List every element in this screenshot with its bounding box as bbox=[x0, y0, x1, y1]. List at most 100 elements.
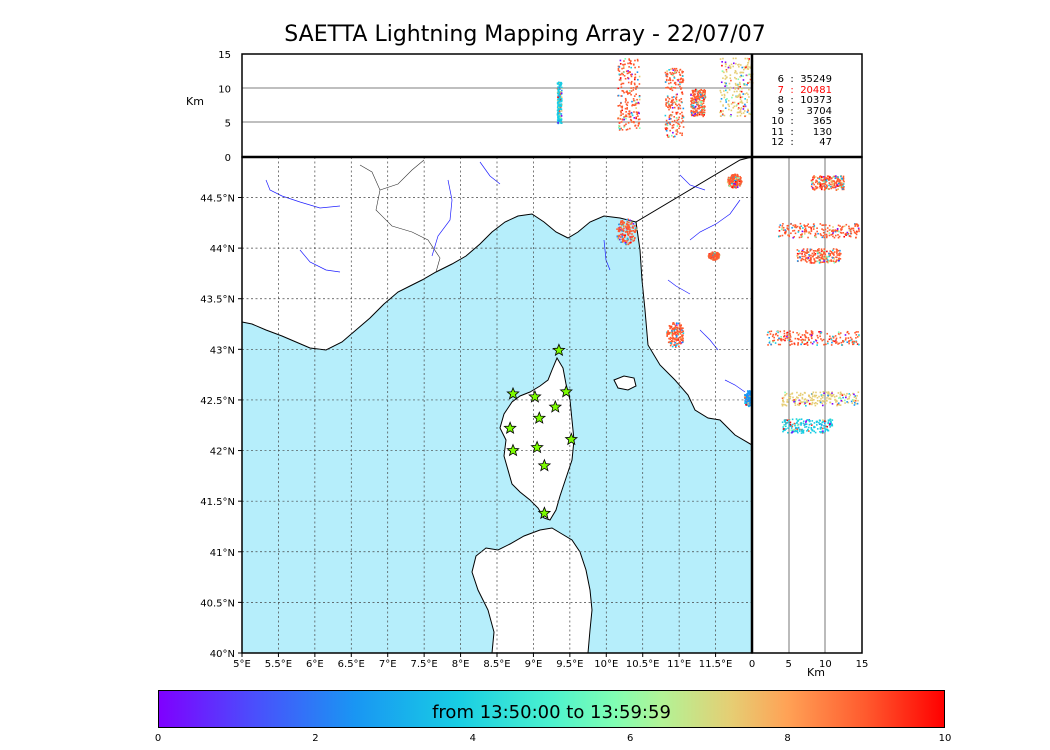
latitude-source-point bbox=[769, 333, 772, 335]
map-source-point bbox=[669, 344, 672, 347]
latitude-source-point bbox=[824, 224, 827, 226]
count-row: 12:47 bbox=[762, 137, 832, 149]
altitude-source-point bbox=[633, 95, 636, 97]
latitude-source-point bbox=[813, 398, 815, 401]
latitude-source-point bbox=[820, 252, 823, 255]
count-count: 10373 bbox=[800, 95, 832, 106]
latitude-source-point bbox=[835, 259, 838, 262]
latitude-source-point bbox=[838, 253, 841, 255]
altitude-source-point bbox=[630, 111, 633, 114]
altitude-source-point bbox=[744, 93, 746, 95]
altitude-source-point bbox=[743, 105, 746, 108]
latitude-source-point bbox=[824, 228, 827, 231]
latitude-source-point bbox=[835, 339, 837, 341]
latitude-source-point bbox=[837, 333, 840, 335]
map-source-point bbox=[672, 322, 674, 324]
altitude-source-point bbox=[634, 77, 636, 79]
latitude-source-point bbox=[831, 341, 833, 344]
altitude-source-point bbox=[667, 106, 669, 108]
latitude-source-point bbox=[822, 229, 825, 231]
latitude-source-point bbox=[803, 398, 806, 401]
altitude-source-point bbox=[745, 74, 748, 77]
altitude-source-point bbox=[746, 83, 748, 86]
altitude-source-point bbox=[671, 89, 674, 92]
count-hour: 12 bbox=[771, 137, 784, 148]
altitude-source-point bbox=[692, 89, 695, 92]
latitude-source-point bbox=[838, 252, 841, 254]
altitude-source-point bbox=[634, 73, 637, 76]
count-sep: : bbox=[790, 95, 794, 106]
altitude-source-point bbox=[748, 88, 750, 91]
altitude-source-point bbox=[557, 107, 559, 110]
map-source-point bbox=[680, 324, 682, 327]
altitude-source-point bbox=[734, 70, 737, 72]
latitude-source-point bbox=[809, 396, 812, 399]
altitude-source-point bbox=[558, 100, 561, 103]
latitude-source-point bbox=[784, 229, 787, 231]
altitude-source-point bbox=[703, 111, 705, 114]
altitude-source-point bbox=[632, 64, 635, 66]
map-source-point bbox=[729, 180, 732, 182]
sardinia-island bbox=[471, 527, 593, 653]
latitude-source-point bbox=[817, 252, 819, 255]
latitude-source-point bbox=[780, 335, 782, 338]
latitude-source-point bbox=[814, 339, 817, 341]
altitude-source-point bbox=[746, 64, 749, 66]
latitude-source-point bbox=[841, 184, 843, 186]
latitude-source-point bbox=[817, 182, 820, 184]
latitude-source-point bbox=[772, 333, 775, 336]
latitude-source-point bbox=[801, 396, 804, 399]
latitude-source-point bbox=[806, 224, 809, 227]
altitude-source-point bbox=[682, 78, 684, 80]
latitude-source-point bbox=[829, 252, 832, 255]
altitude-source-point bbox=[669, 71, 671, 74]
altitude-source-point bbox=[676, 104, 678, 107]
latitude-source-point bbox=[811, 186, 814, 189]
altitude-source-point bbox=[634, 99, 636, 102]
latitude-source-point bbox=[833, 236, 836, 239]
map-source-point bbox=[672, 328, 675, 331]
altitude-source-point bbox=[747, 82, 749, 84]
latitude-source-point bbox=[787, 427, 789, 429]
altitude-longitude-panel bbox=[242, 54, 754, 157]
map-source-point bbox=[618, 234, 621, 237]
altitude-source-point bbox=[696, 103, 698, 106]
latitude-source-point bbox=[839, 391, 842, 394]
latitude-source-point bbox=[853, 340, 856, 343]
latitude-source-point bbox=[811, 420, 814, 422]
altitude-source-point bbox=[703, 89, 706, 91]
latitude-source-point bbox=[768, 340, 771, 343]
altitude-source-point bbox=[734, 71, 736, 74]
count-count: 47 bbox=[819, 137, 832, 148]
map-source-point bbox=[733, 176, 735, 178]
count-hour: 7 bbox=[777, 84, 784, 96]
latitude-source-point bbox=[819, 423, 822, 425]
map-source-point bbox=[737, 183, 739, 186]
latitude-source-point bbox=[841, 188, 844, 190]
latitude-source-point bbox=[826, 235, 828, 237]
latitude-source-point bbox=[858, 335, 860, 337]
altitude-source-point bbox=[669, 107, 672, 109]
count-sep: : bbox=[790, 126, 794, 138]
latitude-source-point bbox=[817, 248, 819, 251]
altitude-source-point bbox=[672, 131, 674, 134]
altitude-source-point bbox=[673, 76, 676, 78]
latitude-source-point bbox=[851, 338, 853, 341]
latitude-source-point bbox=[812, 187, 815, 190]
latitude-source-point bbox=[805, 230, 808, 233]
altitude-source-point bbox=[617, 117, 619, 120]
altitude-source-point bbox=[697, 94, 699, 96]
latitude-source-point bbox=[804, 255, 807, 257]
map-source-point bbox=[681, 335, 684, 338]
map-source-point bbox=[632, 240, 635, 242]
altitude-source-point bbox=[738, 65, 740, 68]
altitude-source-point bbox=[677, 78, 680, 81]
latitude-source-point bbox=[855, 337, 857, 339]
map-source-point bbox=[627, 228, 630, 230]
altitude-source-point bbox=[690, 93, 692, 96]
latitude-source-point bbox=[829, 250, 832, 252]
map-source-point bbox=[714, 258, 716, 260]
latitude-source-point bbox=[781, 404, 784, 407]
altitude-source-point bbox=[622, 90, 625, 92]
map-source-point bbox=[715, 258, 718, 260]
